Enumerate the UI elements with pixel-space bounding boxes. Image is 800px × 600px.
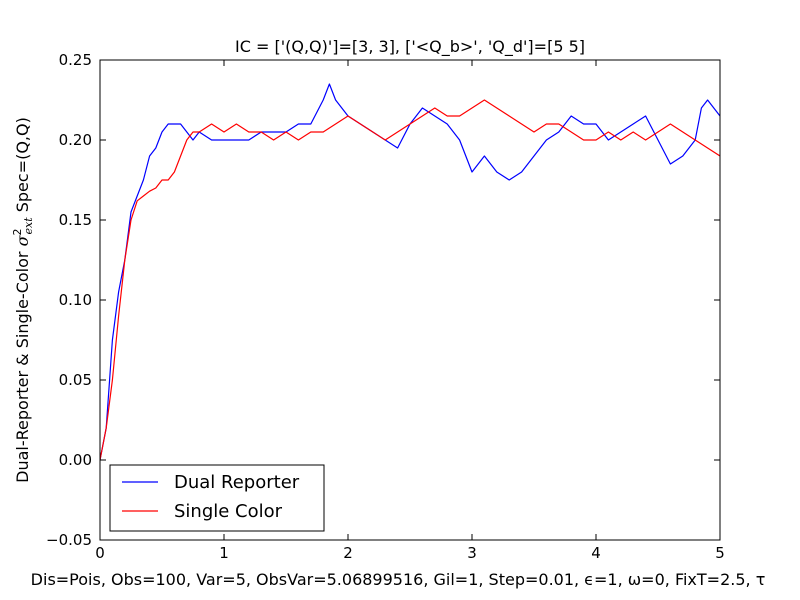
- series-layer: [100, 83, 720, 461]
- y-tick-label: 0.25: [59, 51, 92, 69]
- y-tick-label: 0.20: [59, 131, 92, 149]
- y-axis-label: Dual-Reporter & Single-Color σ2ext Spec=…: [11, 117, 35, 483]
- y-axis-label-prefix: Dual-Reporter & Single-Color: [13, 246, 32, 482]
- ticks-layer: 0 1 2 3 4 5 −0.05 0.00 0.05 0.10 0.15 0.20 0.25: [46, 51, 725, 562]
- legend: Dual Reporter Single Color: [109, 464, 325, 532]
- y-axis-label-suffix: Spec=(Q,Q): [13, 117, 32, 217]
- chart-title: IC = ['(Q,Q)']=[3, 3], ['<Q_b>', 'Q_d']=…: [235, 37, 585, 57]
- y-tick-label: 0.10: [59, 291, 92, 309]
- legend-label-dual-reporter: Dual Reporter: [174, 472, 300, 493]
- legend-box: [109, 464, 325, 532]
- y-tick-label: −0.05: [46, 531, 92, 549]
- y-axis-label-sub: ext: [22, 217, 35, 235]
- x-tick-label: 4: [591, 544, 601, 562]
- y-axis-label-sup: 2: [11, 229, 24, 236]
- y-tick-label: 0.15: [59, 211, 92, 229]
- y-tick-label: 0.05: [59, 371, 92, 389]
- legend-label-single-color: Single Color: [174, 501, 283, 522]
- x-tick-label: 0: [95, 544, 105, 562]
- x-tick-label: 1: [219, 544, 229, 562]
- series-line-single-color: [100, 99, 720, 461]
- x-axis-label: Dis=Pois, Obs=100, Var=5, ObsVar=5.06899…: [31, 570, 766, 589]
- y-axis-label-sigma: σ: [13, 234, 32, 246]
- x-tick-label: 2: [343, 544, 353, 562]
- y-tick-label: 0.00: [59, 451, 92, 469]
- x-tick-label: 5: [715, 544, 725, 562]
- series-line-dual-reporter: [100, 83, 720, 461]
- x-tick-label: 3: [467, 544, 477, 562]
